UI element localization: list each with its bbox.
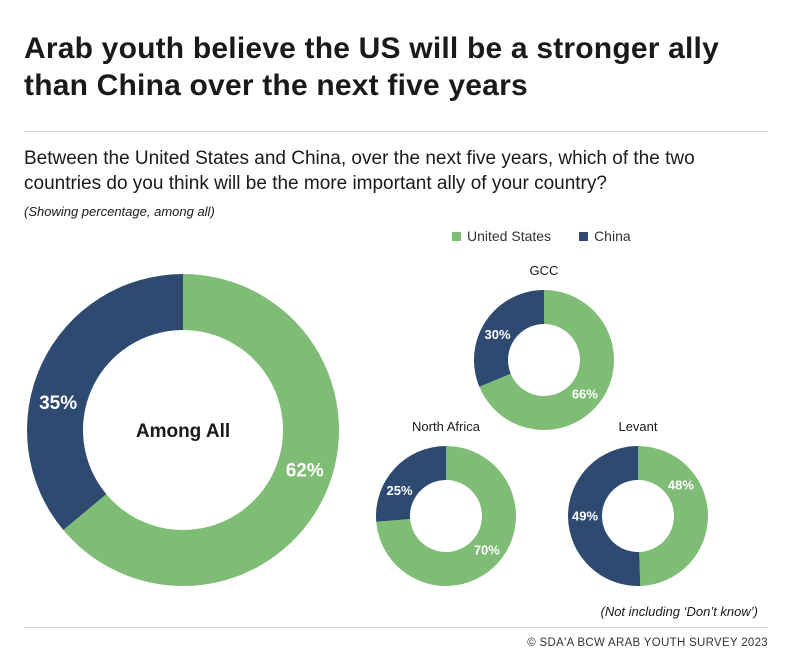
donut-3: 48% 49% Levant bbox=[568, 419, 709, 586]
slice-china-0 bbox=[26, 274, 184, 531]
slice-us-3 bbox=[638, 446, 709, 586]
donut-2: 70% 25% North Africa bbox=[375, 419, 517, 586]
donut-0: 62% 35% Among All bbox=[26, 274, 340, 586]
slice-label-china-2: 25% bbox=[387, 483, 413, 498]
donut-title-3: Levant bbox=[618, 419, 657, 434]
slice-china-1 bbox=[474, 290, 544, 387]
footnote: (Not including ‘Don’t know’) bbox=[600, 604, 758, 619]
bottom-divider bbox=[24, 627, 768, 628]
legend-label-china: China bbox=[594, 228, 631, 244]
center-label-0: Among All bbox=[136, 421, 230, 442]
slice-label-us-3: 48% bbox=[668, 478, 694, 493]
slice-us-0 bbox=[63, 274, 340, 586]
source-credit: © SDA'A BCW ARAB YOUTH SURVEY 2023 bbox=[527, 637, 768, 649]
donut-title-1: GCC bbox=[530, 263, 559, 278]
slice-label-us-1: 66% bbox=[572, 386, 598, 401]
donut-title-2: North Africa bbox=[412, 419, 481, 434]
slice-label-us-2: 70% bbox=[474, 542, 500, 557]
slice-china-3 bbox=[568, 446, 641, 586]
donut-1: 66% 30% GCC bbox=[474, 263, 615, 430]
slice-us-2 bbox=[376, 446, 517, 586]
legend-label-us: United States bbox=[467, 228, 552, 244]
chart-title: Arab youth believe the US will be a stro… bbox=[24, 32, 719, 102]
slice-china-2 bbox=[375, 446, 446, 522]
survey-question: Between the United States and China, ove… bbox=[24, 148, 695, 194]
slice-label-us-0: 62% bbox=[286, 460, 324, 481]
slice-us-1 bbox=[479, 290, 615, 430]
top-divider bbox=[24, 131, 768, 132]
legend-item-us: United States bbox=[452, 228, 551, 244]
legend: United States China bbox=[452, 228, 659, 244]
base-note: (Showing percentage, among all) bbox=[24, 204, 215, 219]
slice-label-china-3: 49% bbox=[572, 509, 598, 524]
legend-item-china: China bbox=[579, 228, 631, 244]
slice-label-china-0: 35% bbox=[39, 393, 77, 414]
slice-label-china-1: 30% bbox=[485, 327, 511, 342]
legend-swatch-china bbox=[579, 231, 589, 241]
legend-swatch-us bbox=[452, 231, 461, 241]
